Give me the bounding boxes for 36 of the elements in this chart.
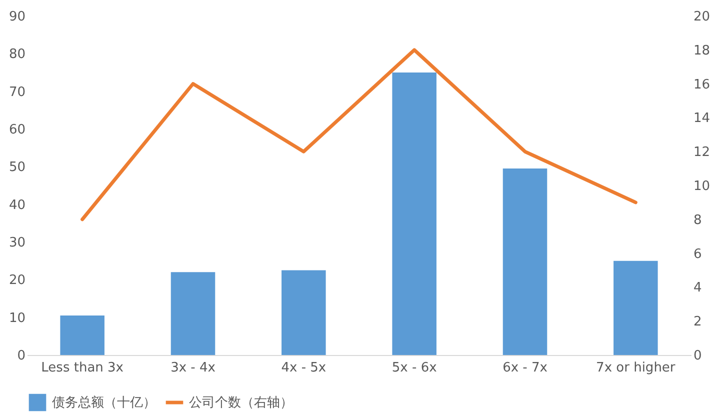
legend-label: 债务总额（十亿）	[52, 396, 156, 410]
y2-tick-label: 18	[694, 43, 710, 58]
y-tick-label: 70	[8, 84, 26, 100]
y-tick-label: 0	[17, 348, 26, 364]
y-tick-label: 90	[8, 10, 26, 24]
y-tick-label: 50	[8, 160, 26, 176]
y2-tick-label: 12	[694, 145, 710, 160]
bar	[60, 315, 104, 355]
legend-label: 公司个数（右轴）	[189, 396, 293, 410]
y-tick-label: 40	[8, 198, 26, 213]
y-tick-label: 10	[8, 310, 26, 326]
y2-tick-label: 8	[694, 212, 702, 228]
y2-tick-label: 0	[694, 348, 702, 364]
line-series	[80, 48, 638, 222]
y-tick-label: 30	[8, 236, 26, 250]
y2-tick-label: 2	[694, 314, 702, 330]
y2-tick-label: 6	[694, 246, 702, 262]
y2-tick-label: 10	[694, 179, 710, 194]
y2-tick-label: 14	[694, 111, 710, 126]
y2-tick-label: 20	[694, 10, 710, 24]
bar	[392, 72, 436, 355]
y-tick-label: 80	[8, 47, 26, 62]
x-tick-label: 6x - 7x	[502, 360, 548, 376]
y-tick-label: 60	[8, 122, 26, 138]
y-tick-label: 20	[8, 273, 26, 288]
x-tick-label: Less than 3x	[41, 360, 124, 376]
x-tick-label: 3x - 4x	[170, 360, 216, 376]
bar	[614, 260, 658, 355]
bar	[170, 272, 216, 355]
x-tick-label: 7x or higher	[596, 360, 676, 376]
y2-tick-label: 4	[694, 280, 702, 296]
y2-tick-label: 16	[694, 77, 710, 92]
bar	[282, 270, 326, 355]
x-tick-label: 5x - 6x	[392, 360, 438, 376]
bar	[502, 168, 548, 355]
x-tick-label: 4x - 5x	[281, 360, 326, 376]
